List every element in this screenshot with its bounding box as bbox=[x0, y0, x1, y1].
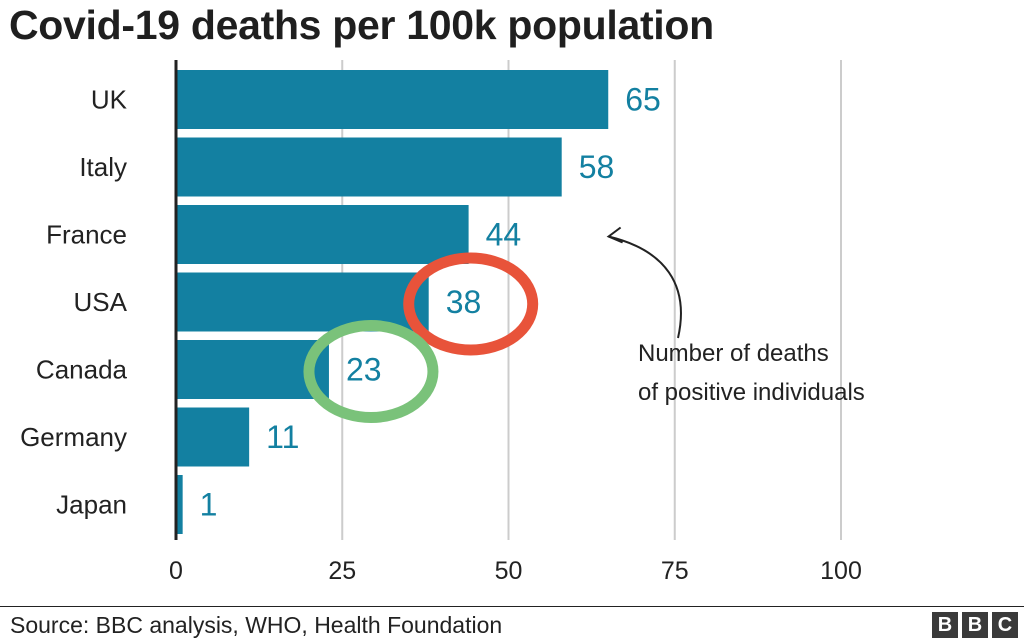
category-label: Japan bbox=[56, 490, 127, 520]
x-tick-label: 50 bbox=[495, 557, 523, 585]
value-label: 38 bbox=[446, 284, 482, 320]
value-label: 1 bbox=[200, 487, 218, 523]
bar bbox=[176, 407, 250, 467]
bar bbox=[176, 70, 609, 129]
footer-divider bbox=[0, 606, 1024, 607]
bbc-logo-letter: B bbox=[962, 612, 988, 638]
value-label: 58 bbox=[579, 149, 615, 185]
bar-chart: 0 25 50 75 100 UK 65 Italy 58 France 44 USA 38 Canada… bbox=[20, 60, 862, 585]
annotation-line-1: Number of deaths bbox=[638, 340, 829, 367]
bar bbox=[176, 205, 469, 264]
x-tick-label: 25 bbox=[328, 557, 356, 585]
x-tick-label: 100 bbox=[820, 557, 862, 585]
annotation-line-2: of positive individuals bbox=[638, 379, 865, 406]
bar bbox=[176, 340, 329, 399]
annotation-arrowhead bbox=[606, 226, 623, 244]
annotation-arrow bbox=[608, 235, 682, 339]
bbc-logo-letter: B bbox=[932, 612, 958, 638]
highlight-circle bbox=[303, 320, 439, 423]
bbc-logo: B B C bbox=[932, 612, 1018, 638]
value-label: 23 bbox=[346, 352, 382, 388]
category-label: Germany bbox=[20, 422, 127, 452]
bbc-logo-letter: C bbox=[992, 612, 1018, 638]
value-label: 44 bbox=[486, 217, 522, 253]
x-tick-label: 75 bbox=[661, 557, 689, 585]
category-label: USA bbox=[74, 287, 128, 317]
category-label: Canada bbox=[36, 355, 128, 385]
value-label: 65 bbox=[625, 82, 661, 118]
x-tick-label: 0 bbox=[169, 557, 183, 585]
category-label: UK bbox=[91, 85, 128, 115]
highlight-circle bbox=[403, 252, 539, 356]
bar bbox=[176, 137, 562, 197]
category-label: France bbox=[46, 220, 127, 250]
bar bbox=[176, 475, 183, 534]
chart-title: Covid-19 deaths per 100k population bbox=[9, 2, 714, 48]
source-note: Source: BBC analysis, WHO, Health Founda… bbox=[10, 612, 503, 638]
value-label: 11 bbox=[266, 419, 299, 455]
category-label: Italy bbox=[79, 152, 127, 182]
